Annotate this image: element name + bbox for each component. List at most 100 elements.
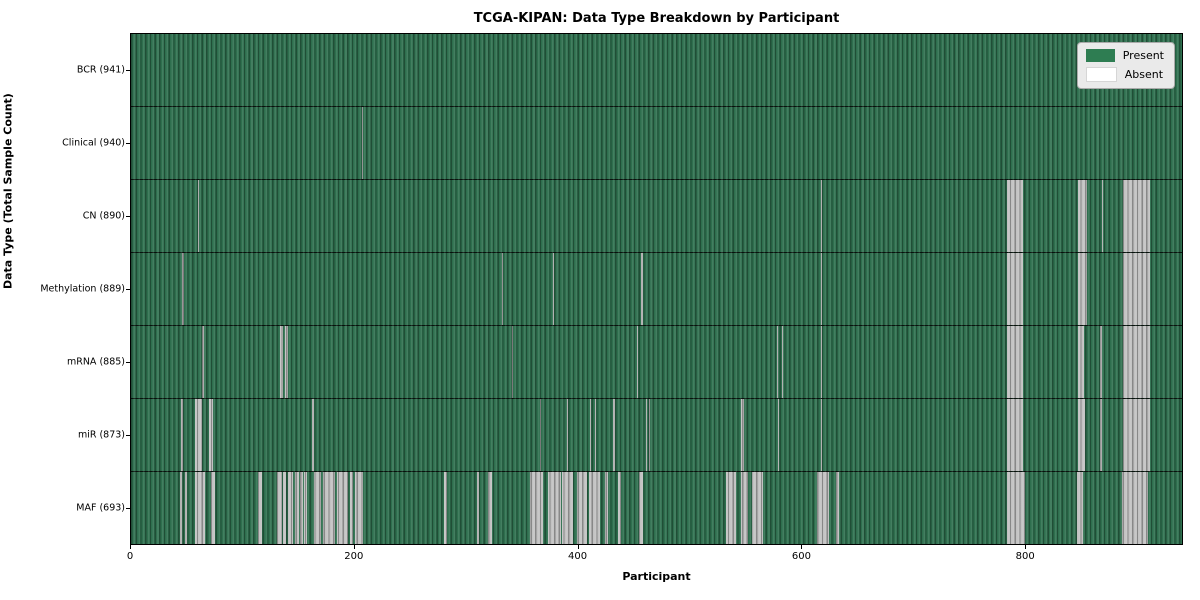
legend-item-present: Present xyxy=(1085,49,1164,62)
absent-stripe xyxy=(1122,253,1150,325)
absent-stripe xyxy=(1006,472,1025,544)
plot-area: Present Absent xyxy=(130,33,1183,545)
absent-stripe xyxy=(562,472,574,544)
absent-stripe xyxy=(645,399,648,471)
y-tick-label: CN (890) xyxy=(82,210,125,222)
y-tick-mark xyxy=(126,215,130,217)
absent-stripe xyxy=(1122,399,1150,471)
absent-stripe xyxy=(776,326,778,398)
y-tick-label: Clinical (940) xyxy=(62,137,125,149)
absent-stripe xyxy=(649,399,651,471)
heatmap-row-methylation xyxy=(131,253,1182,326)
absent-stripe xyxy=(194,472,205,544)
x-tick-label: 200 xyxy=(344,551,364,562)
absent-stripe xyxy=(323,472,336,544)
absent-stripe xyxy=(547,472,561,544)
chart-title: TCGA-KIPAN: Data Type Breakdown by Parti… xyxy=(473,11,840,26)
absent-stripe xyxy=(299,472,303,544)
absent-stripe xyxy=(821,399,823,471)
y-tick-label: MAF (693) xyxy=(76,502,125,514)
absent-stripe xyxy=(1122,326,1150,398)
absent-stripe xyxy=(355,472,364,544)
legend-label: Present xyxy=(1122,49,1164,62)
absent-stripe xyxy=(184,472,187,544)
heatmap-row-mrna xyxy=(131,326,1182,399)
heatmap-rows xyxy=(131,34,1182,544)
x-tick-label: 800 xyxy=(1015,551,1035,562)
absent-stripe xyxy=(641,253,643,325)
absent-stripe xyxy=(576,472,587,544)
absent-stripe xyxy=(1101,180,1103,252)
legend-item-absent: Absent xyxy=(1085,67,1164,82)
absent-stripe xyxy=(1006,253,1024,325)
absent-stripe xyxy=(443,472,448,544)
x-tick-label: 600 xyxy=(791,551,811,562)
absent-stripe xyxy=(1078,399,1085,471)
absent-stripe xyxy=(751,472,764,544)
absent-stripe xyxy=(1122,180,1150,252)
absent-stripe xyxy=(777,399,779,471)
absent-stripe xyxy=(740,399,745,471)
absent-stripe xyxy=(1006,180,1024,252)
absent-stripe xyxy=(821,326,823,398)
absent-stripe xyxy=(1077,472,1083,544)
legend-label: Absent xyxy=(1124,68,1164,81)
absent-stripe xyxy=(566,399,568,471)
absent-stripe xyxy=(1078,253,1088,325)
heatmap-row-clinical xyxy=(131,107,1182,180)
absent-stripe xyxy=(501,253,503,325)
y-tick-mark xyxy=(126,508,130,510)
y-tick-mark xyxy=(126,289,130,290)
absent-stripe xyxy=(477,472,480,544)
absent-stripe xyxy=(639,472,643,544)
heatmap-row-bcr xyxy=(131,34,1182,107)
legend-swatch-present xyxy=(1085,49,1115,62)
y-tick-mark xyxy=(126,142,130,144)
x-tick-mark xyxy=(577,545,579,549)
absent-stripe xyxy=(336,472,348,544)
absent-stripe xyxy=(181,399,184,471)
absent-stripe xyxy=(279,326,283,398)
x-tick-mark xyxy=(801,545,803,549)
absent-stripe xyxy=(288,472,293,544)
absent-stripe xyxy=(617,472,622,544)
absent-stripe xyxy=(349,472,354,544)
x-tick-mark xyxy=(1025,545,1027,549)
absent-stripe xyxy=(604,472,608,544)
absent-stripe xyxy=(182,253,184,325)
absent-stripe xyxy=(311,399,315,471)
legend: Present Absent xyxy=(1076,42,1175,89)
absent-stripe xyxy=(726,472,737,544)
absent-stripe xyxy=(1078,326,1084,398)
y-tick-label: Methylation (889) xyxy=(40,283,125,295)
absent-stripe xyxy=(211,472,215,544)
absent-stripe xyxy=(314,472,321,544)
absent-stripe xyxy=(282,472,287,544)
heatmap-row-cn xyxy=(131,180,1182,253)
absent-stripe xyxy=(285,326,289,398)
absent-stripe xyxy=(539,399,541,471)
absent-stripe xyxy=(277,472,282,544)
x-tick-mark xyxy=(130,545,131,549)
absent-stripe xyxy=(180,472,183,544)
absent-stripe xyxy=(588,472,601,544)
absent-stripe xyxy=(835,472,840,544)
y-tick-label: miR (873) xyxy=(77,429,125,441)
y-axis-label: Data Type (Total Sample Count) xyxy=(1,93,15,289)
absent-stripe xyxy=(782,326,784,398)
absent-stripe xyxy=(816,472,830,544)
absent-stripe xyxy=(295,472,299,544)
y-tick-label: BCR (941) xyxy=(76,64,125,76)
absent-stripe xyxy=(636,326,639,398)
y-tick-label: mRNA (885) xyxy=(66,356,125,368)
x-tick-mark xyxy=(353,545,355,549)
absent-stripe xyxy=(1006,326,1024,398)
y-tick-mark xyxy=(126,362,130,364)
absent-stripe xyxy=(1006,399,1024,471)
absent-stripe xyxy=(209,399,213,471)
x-axis-label: Participant xyxy=(622,570,691,583)
absent-stripe xyxy=(1100,326,1102,398)
absent-stripe xyxy=(488,472,492,544)
absent-stripe xyxy=(590,399,592,471)
